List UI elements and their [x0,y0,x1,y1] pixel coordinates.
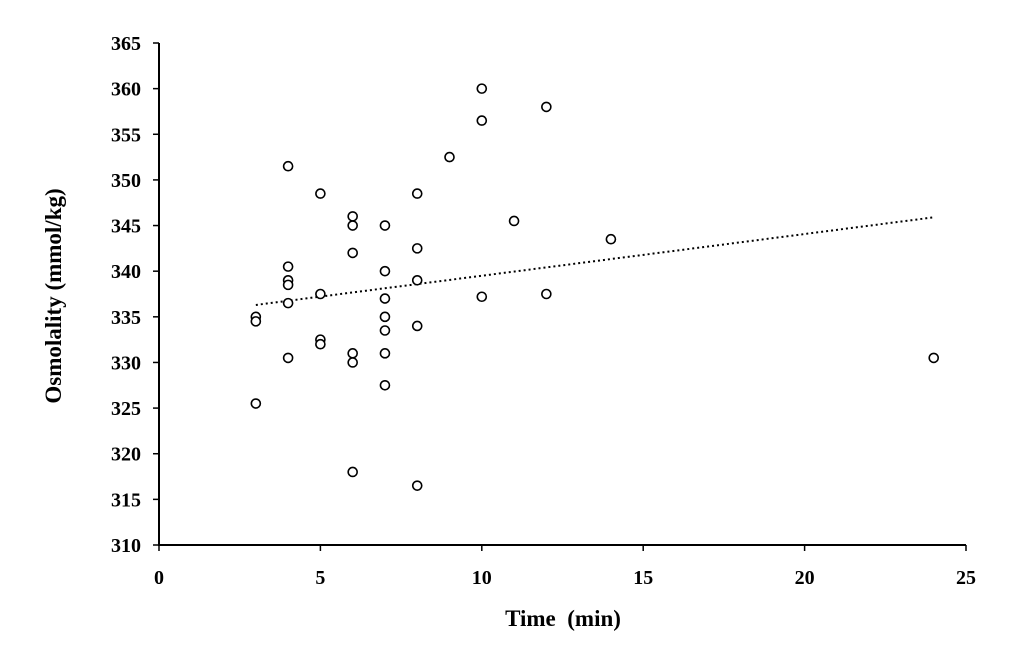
data-point [347,247,358,259]
axes-layer [158,43,966,546]
data-point [476,291,488,303]
data-point [476,83,488,94]
data-point [315,338,326,350]
x-tick-label: 5 [315,567,325,589]
data-point [347,466,358,478]
data-point [541,288,552,300]
data-point [605,233,617,245]
data-point [282,261,294,272]
data-point [444,151,455,163]
data-point [411,480,423,491]
trendline-layer [255,216,934,306]
y-tick-label: 315 [111,489,141,511]
y-tick-label: 350 [111,170,141,192]
data-point [315,288,326,300]
x-tick-label: 15 [633,567,653,589]
data-point [347,220,358,231]
data-point [315,188,326,199]
data-point [250,316,262,327]
x-tick-label: 10 [472,567,492,589]
data-point [347,357,358,368]
data-point [379,325,391,336]
data-point [411,275,423,286]
y-tick-label: 325 [111,398,141,420]
data-point [411,188,423,199]
y-ticks: 310 315 320 325 330 335 340 345 350 355 360 365 [111,33,159,557]
y-tick-label: 335 [111,307,141,329]
trendline [255,216,934,306]
x-tick-label: 25 [956,567,976,589]
data-point [476,115,488,126]
data-point [347,211,358,222]
data-point [282,297,294,309]
data-point [250,398,262,409]
data-point [379,220,391,231]
y-tick-label: 345 [111,216,141,238]
data-point [379,379,391,391]
data-point [928,352,940,364]
data-point [541,101,552,113]
data-point [379,348,391,359]
y-tick-label: 360 [111,79,141,101]
x-ticks: 0 5 10 15 20 25 [154,545,976,589]
data-point [282,160,294,172]
data-point [508,215,520,227]
y-tick-label: 365 [111,33,141,55]
x-axis-title: Time (min) [505,606,621,631]
data-point [411,320,423,332]
data-point [379,265,391,277]
y-tick-label: 310 [111,535,141,557]
y-tick-label: 340 [111,261,141,283]
y-axis-title: Osmolality (mmol/kg) [41,188,66,403]
data-point [347,348,358,359]
y-tick-label: 330 [111,352,141,374]
y-tick-label: 355 [111,124,141,146]
y-tick-label: 320 [111,444,141,466]
data-point [379,293,391,304]
data-point [379,311,391,323]
data-point [282,352,294,364]
x-tick-label: 0 [154,567,164,589]
x-tick-label: 20 [795,567,815,589]
data-points-layer [250,83,940,491]
data-point [411,243,423,254]
data-point [282,279,294,291]
